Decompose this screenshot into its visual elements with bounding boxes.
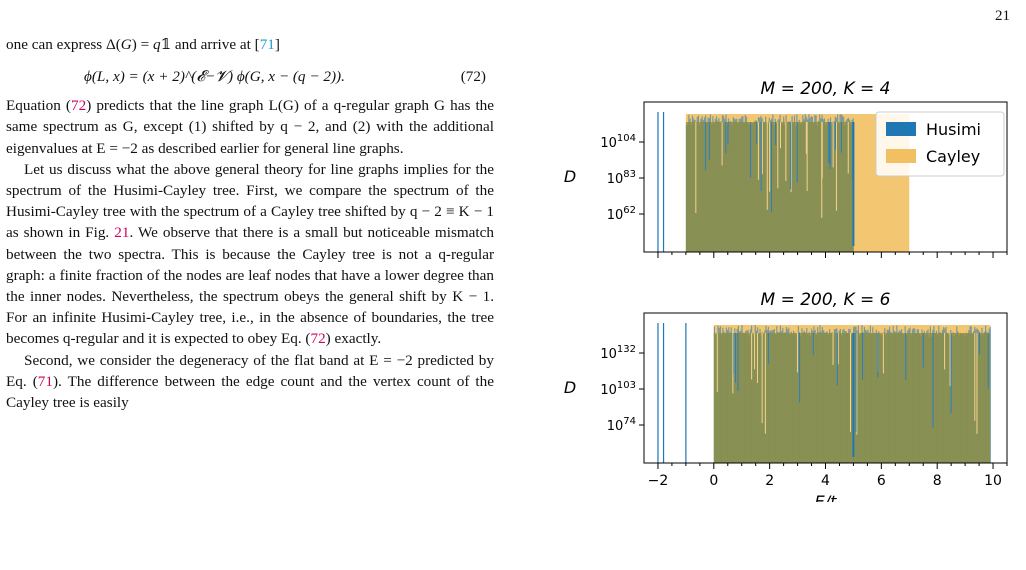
y-tick-label: 10104	[600, 133, 636, 151]
husimi-bar	[989, 326, 992, 463]
overlap-band	[713, 333, 991, 463]
figure-21: M = 200, K = 4 D 10104 1083 1062 Husimi Cayley…	[548, 72, 1018, 511]
y-tick-label: 1074	[607, 416, 636, 434]
x-tick-label: −2	[648, 473, 669, 489]
legend-swatch	[886, 149, 916, 163]
equation-ref-link[interactable]: 71	[37, 372, 53, 390]
paragraph-1: one can express Δ(G) = q𝟙 and arrive at …	[6, 36, 280, 53]
paragraph-3: Let us discuss what the above general th…	[6, 160, 494, 348]
x-axis-label: E/t	[815, 492, 838, 502]
x-tick-label: 2	[765, 473, 774, 489]
equation-number: (72)	[460, 68, 486, 86]
equation-72: ϕ(L, x) = (x + 2)^(𝓔−𝓥) ϕ(G, x − (q − 2)…	[6, 59, 494, 93]
x-tick-label: 8	[933, 473, 942, 489]
paragraph-4: Second, we consider the degeneracy of th…	[6, 351, 494, 412]
x-tick-label: 4	[821, 473, 830, 489]
legend-swatch	[886, 122, 916, 136]
y-tick-label: 1083	[607, 169, 636, 187]
y-tick-label: 10132	[600, 344, 636, 362]
x-tick-label: 0	[709, 473, 718, 489]
x-tick-label: 6	[877, 473, 886, 489]
citation-link[interactable]: 71	[259, 36, 275, 53]
y-tick-label: 1062	[607, 205, 636, 223]
page-number: 21	[995, 8, 1010, 24]
equation-ref-link[interactable]: 72	[71, 97, 87, 115]
y-tick-label: 10103	[600, 380, 636, 398]
y-axis-label: D	[564, 378, 576, 397]
equation-ref-link[interactable]: 72	[310, 330, 326, 348]
figure-ref-link[interactable]: 21	[114, 224, 130, 242]
equation-body: ϕ(L, x) = (x + 2)^(𝓔−𝓥) ϕ(G, x − (q − 2)…	[84, 68, 345, 86]
y-axis-label: D	[564, 167, 576, 186]
x-tick-label: 10	[984, 473, 1002, 489]
spectrum-chart: M = 200, K = 4D1010410831062HusimiCayley…	[564, 79, 1008, 511]
chart-title: M = 200, K = 4	[761, 79, 891, 99]
paragraph-2: Equation (72) predicts that the line gra…	[6, 97, 495, 157]
legend-label: Husimi	[926, 120, 981, 139]
legend-label: Cayley	[926, 147, 980, 166]
body-text-column: one can express Δ(G) = q𝟙 and arrive at …	[6, 34, 494, 413]
chart-title: M = 200, K = 6	[761, 290, 891, 310]
